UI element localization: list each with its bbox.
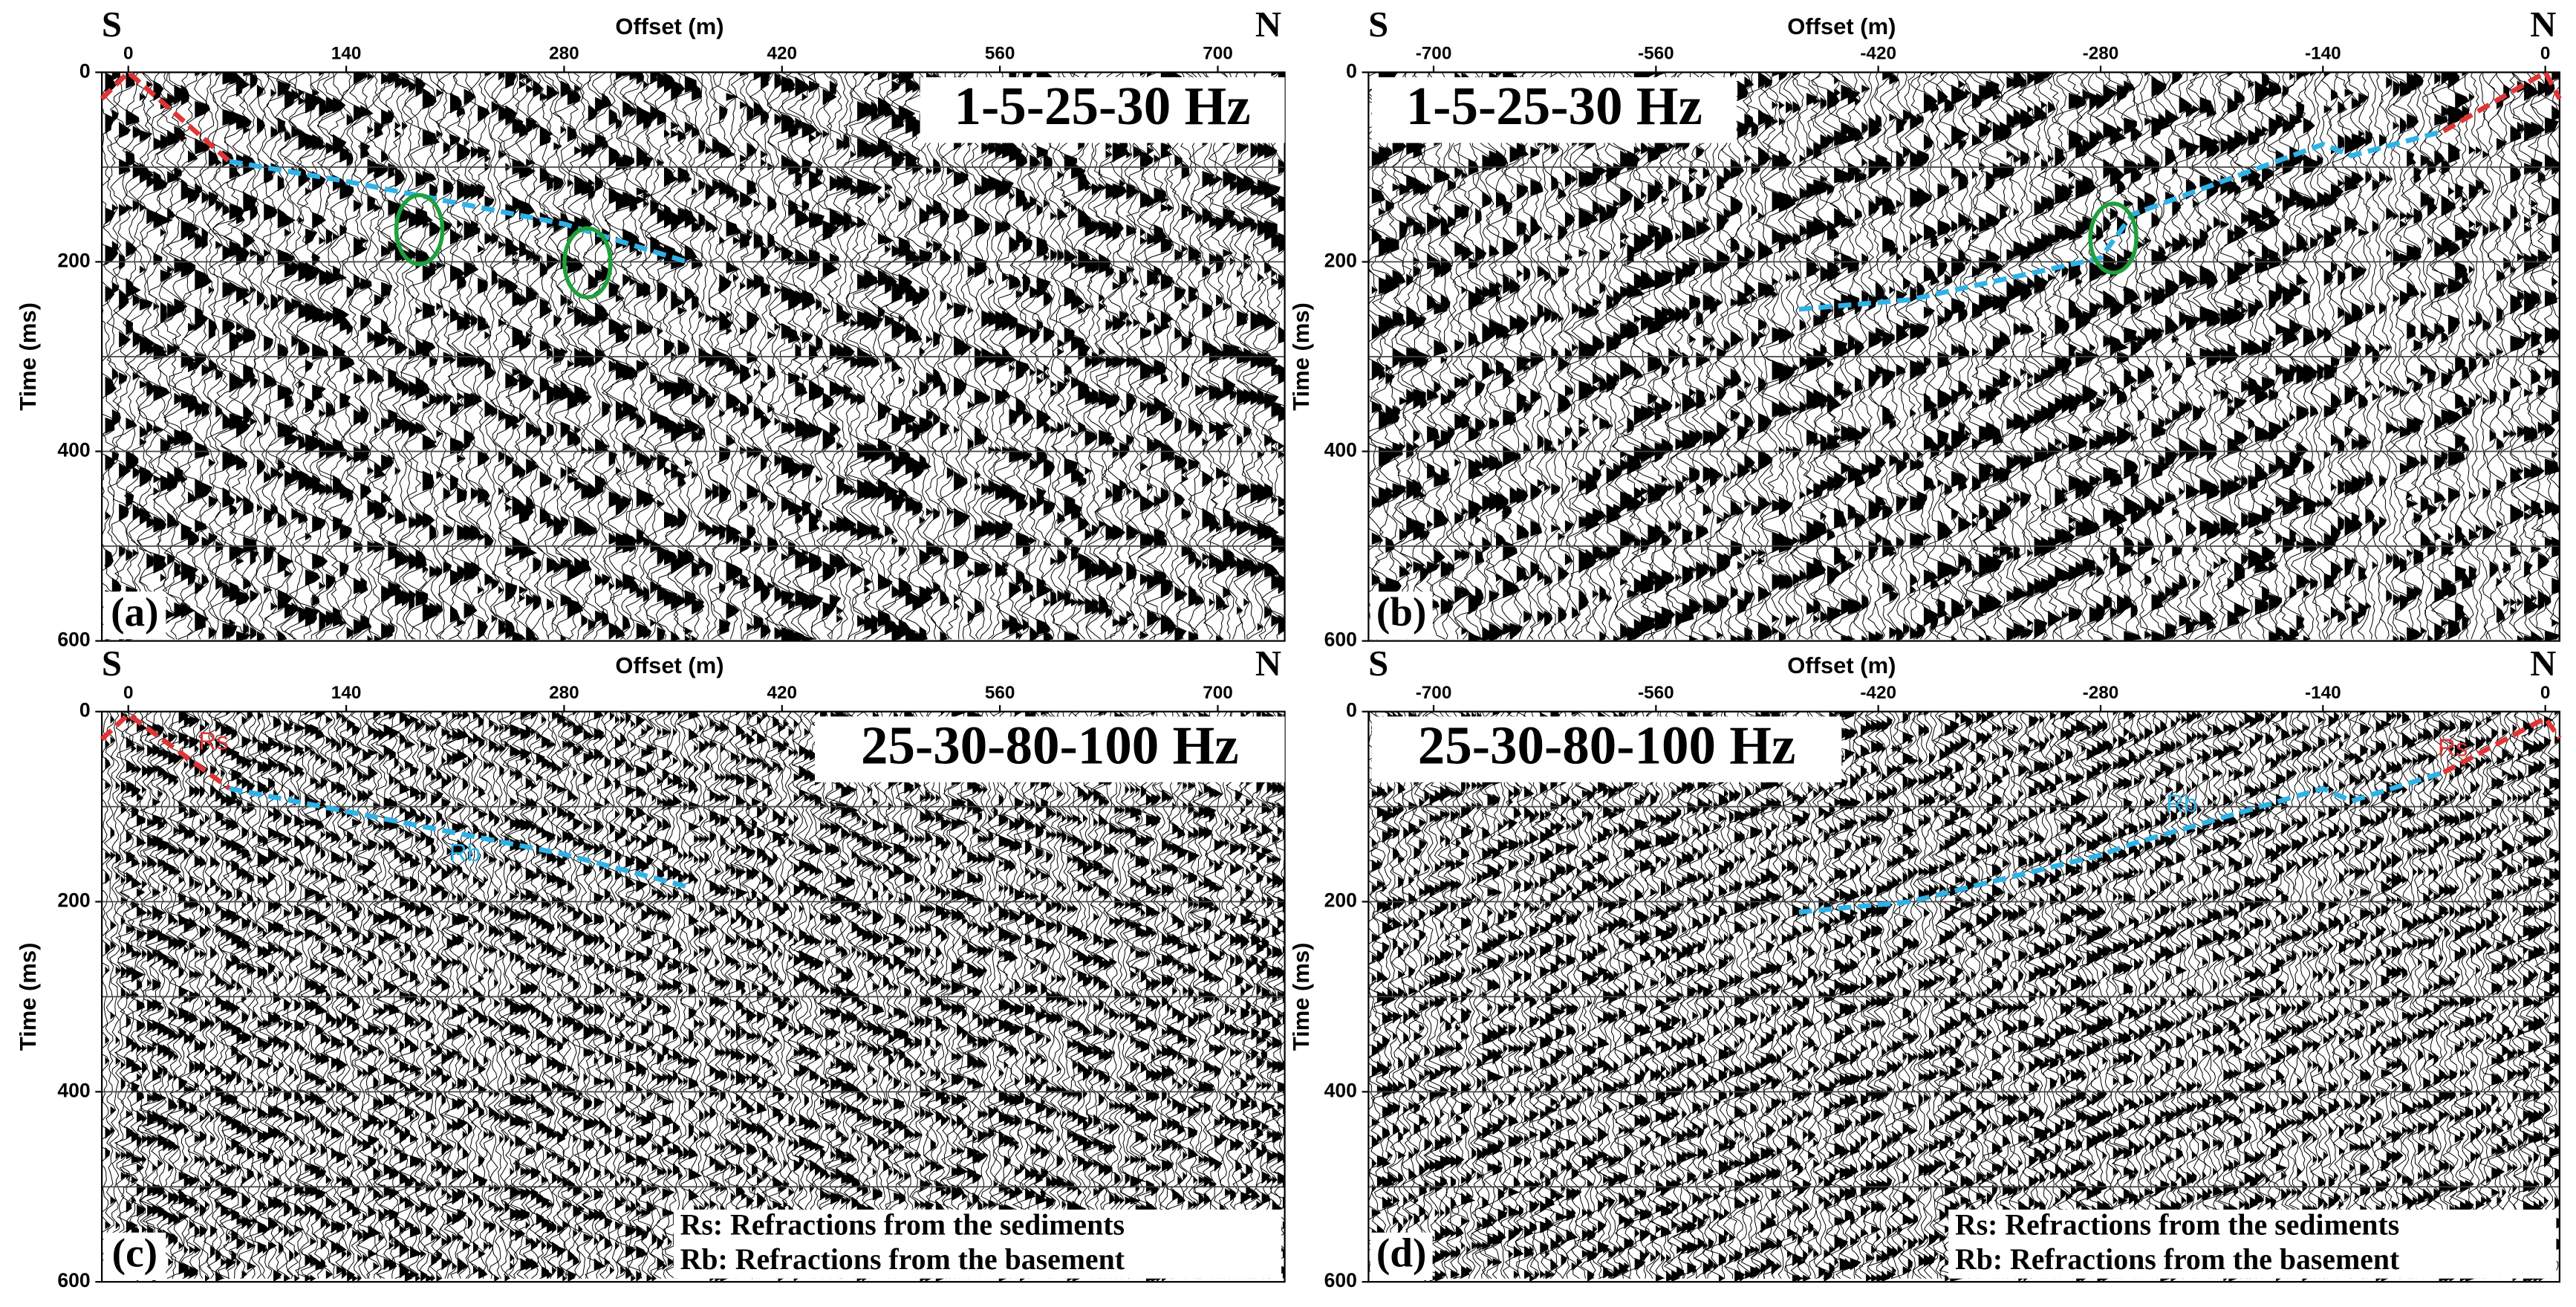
x-tick-label: 140 (331, 683, 362, 703)
x-tick-label: 420 (767, 683, 797, 703)
panel-label: (b) (1376, 589, 1427, 635)
filter-label: 25-30-80-100 Hz (1418, 716, 1796, 776)
x-tick-label: -420 (1860, 43, 1896, 63)
x-tick-label: 0 (2540, 683, 2551, 703)
filter-label: 25-30-80-100 Hz (861, 716, 1239, 776)
left-label: S (1368, 643, 1388, 684)
x-tick-label: 0 (2540, 43, 2551, 63)
series-label: Rb (2166, 791, 2197, 818)
y-tick-label: 0 (1346, 59, 1357, 82)
y-axis-title: Time (ms) (1288, 302, 1314, 411)
left-label: S (102, 4, 122, 45)
x-tick-label: -420 (1860, 683, 1896, 703)
y-axis-title: Time (ms) (15, 943, 41, 1051)
series-label: Rs (2438, 734, 2468, 762)
y-tick-label: 200 (57, 249, 90, 271)
y-tick-label: 600 (1324, 629, 1357, 651)
y-tick-label: 0 (1346, 699, 1357, 721)
note: Rs: Refractions from the sediments (680, 1208, 1125, 1241)
filter-label: 1-5-25-30 Hz (1406, 76, 1702, 136)
x-axis-title: Offset (m) (1787, 652, 1896, 678)
y-tick-label: 600 (1324, 1269, 1357, 1291)
y-tick-label: 200 (1324, 249, 1357, 271)
x-tick-label: 700 (1203, 43, 1233, 63)
x-axis-title: Offset (m) (615, 13, 723, 39)
panel-label: (a) (111, 589, 158, 635)
x-tick-label: -140 (2305, 43, 2341, 63)
y-tick-label: 400 (57, 439, 90, 461)
x-tick-label: 420 (767, 43, 797, 63)
x-axis-title: Offset (m) (1787, 13, 1896, 39)
note: Rb: Refractions from the basement (680, 1243, 1125, 1276)
filter-label: 1-5-25-30 Hz (954, 76, 1250, 136)
x-tick-label: 560 (985, 43, 1015, 63)
series-label: Rb (449, 840, 481, 867)
right-label: N (2530, 4, 2556, 45)
y-tick-label: 400 (1324, 1079, 1357, 1101)
right-label: N (1255, 4, 1281, 45)
right-label: N (1255, 643, 1281, 684)
x-tick-label: 560 (985, 683, 1015, 703)
panel: 0 140 280 420 560 700 0 200 400 600 Offset (m) S N Ti… (15, 643, 1294, 1291)
x-tick-label: -280 (2083, 683, 2119, 703)
series-label: Rs (198, 727, 229, 755)
right-label: N (2530, 643, 2556, 684)
x-tick-label: -700 (1416, 683, 1452, 703)
y-tick-label: 600 (57, 1269, 90, 1291)
y-tick-label: 400 (57, 1079, 90, 1101)
x-tick-label: 280 (549, 683, 579, 703)
panel: -700 -560 -420 -280 -140 0 0 200 400 600 Offset (m… (1288, 643, 2566, 1291)
x-tick-label: 280 (549, 43, 579, 63)
left-label: S (102, 643, 122, 684)
y-tick-label: 0 (79, 699, 91, 721)
y-axis-title: Time (ms) (1288, 943, 1314, 1051)
x-axis-title: Offset (m) (615, 652, 723, 678)
y-tick-label: 600 (57, 629, 90, 651)
x-tick-label: 0 (123, 683, 134, 703)
x-tick-label: 700 (1203, 683, 1233, 703)
panel-label: (c) (112, 1230, 157, 1276)
x-tick-label: 140 (331, 43, 362, 63)
panel-label: (d) (1376, 1230, 1427, 1276)
y-tick-label: 400 (1324, 439, 1357, 461)
y-tick-label: 200 (57, 889, 90, 912)
y-axis-title: Time (ms) (15, 302, 41, 411)
x-tick-label: -560 (1638, 43, 1674, 63)
x-tick-label: -560 (1638, 683, 1674, 703)
x-tick-label: -140 (2305, 683, 2341, 703)
panel: -700 -560 -420 -280 -140 0 0 200 400 600 Offset (m… (1288, 4, 2567, 651)
panel: 0 140 280 420 560 700 0 200 400 600 Offset (m) S N Ti… (15, 4, 1295, 651)
note: Rs: Refractions from the sediments (1955, 1208, 2399, 1241)
y-tick-label: 200 (1324, 889, 1357, 912)
note: Rb: Refractions from the basement (1955, 1243, 2400, 1276)
y-tick-label: 0 (79, 59, 91, 82)
x-tick-label: -280 (2083, 43, 2119, 63)
left-label: S (1368, 4, 1388, 45)
x-tick-label: -700 (1416, 43, 1452, 63)
x-tick-label: 0 (123, 43, 134, 63)
